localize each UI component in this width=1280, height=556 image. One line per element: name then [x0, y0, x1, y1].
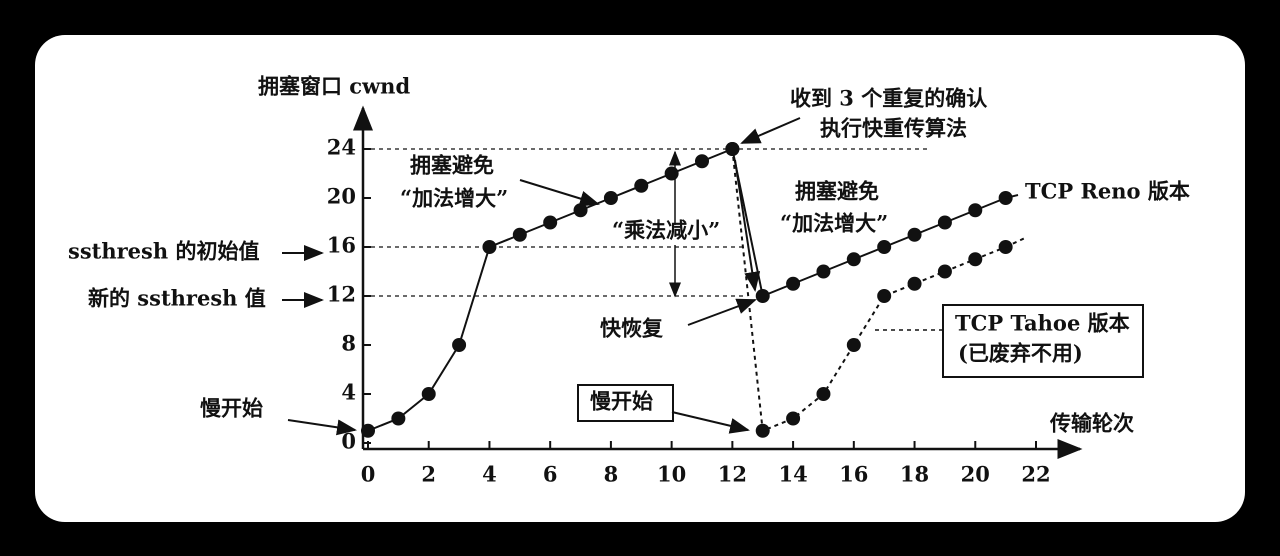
annotation: 收到 3 个重复的确认	[790, 86, 987, 111]
arrow	[287, 419, 357, 436]
data-point	[846, 338, 861, 352]
series-line	[367, 147, 1007, 432]
data-point	[877, 289, 892, 303]
y-tick-label: 16	[327, 233, 356, 258]
x-tick-label: 2	[421, 462, 436, 487]
data-point	[937, 264, 952, 279]
annotation: 执行快重传算法	[820, 116, 967, 141]
y-axis-label: 拥塞窗口 cwnd	[258, 74, 410, 99]
annotation: 新的 ssthresh 值	[88, 286, 266, 311]
data-point	[573, 203, 588, 218]
data-point	[695, 154, 709, 169]
x-axis-label: 传输轮次	[1049, 411, 1134, 436]
x-tick-label: 20	[961, 462, 990, 487]
x-tick-label: 4	[482, 462, 497, 487]
data-point	[816, 387, 831, 401]
data-point	[816, 264, 831, 279]
data-point	[968, 252, 983, 267]
x-tick-label: 18	[900, 462, 929, 487]
y-tick-label: 8	[341, 331, 356, 356]
data-point	[725, 142, 740, 156]
annotation: 慢开始	[590, 389, 653, 414]
data-point	[846, 252, 861, 267]
annotation: 慢开始	[200, 396, 263, 421]
data-point	[452, 338, 467, 352]
arrow	[687, 298, 757, 326]
y-tick-label: 4	[341, 380, 356, 405]
data-point	[968, 203, 983, 218]
annotation: “加法增大”	[400, 186, 508, 211]
label-box	[942, 304, 1144, 378]
y-tick-label: 12	[327, 282, 356, 307]
x-tick-label: 8	[604, 462, 619, 487]
data-point	[391, 411, 406, 426]
series-line	[731, 148, 1007, 433]
data-point	[937, 215, 952, 230]
data-point	[786, 411, 801, 426]
data-point	[543, 215, 558, 230]
annotation: (已废弃不用)	[958, 341, 1083, 366]
series-label: TCP Reno 版本	[1025, 179, 1190, 204]
data-point	[877, 240, 892, 254]
data-point	[421, 387, 436, 401]
label-box	[577, 384, 674, 422]
data-point	[907, 227, 922, 242]
data-point	[361, 423, 375, 438]
annotation: 快恢复	[600, 316, 664, 341]
annotation: “加法增大”	[780, 211, 888, 236]
x-tick-label: 0	[361, 462, 376, 487]
y-tick-label: 24	[327, 135, 356, 160]
y-tick-label: 0	[341, 429, 356, 454]
annotation: 拥塞避免	[410, 153, 494, 178]
arrow	[740, 117, 801, 144]
y-tick-label: 20	[327, 184, 356, 209]
data-point	[634, 178, 649, 193]
data-point	[482, 240, 497, 254]
arrow	[519, 179, 600, 207]
arrow	[671, 411, 750, 434]
data-point	[786, 276, 801, 291]
x-tick-label: 6	[543, 462, 558, 487]
annotation: “乘法减小”	[612, 218, 720, 243]
data-point	[907, 276, 922, 291]
x-tick-label: 12	[718, 462, 747, 487]
data-point	[512, 227, 527, 242]
arrow	[734, 159, 761, 292]
x-tick-label: 16	[839, 462, 868, 487]
series-label: TCP Tahoe 版本	[955, 311, 1130, 336]
x-tick-label: 22	[1021, 462, 1050, 487]
annotation: 拥塞避免	[795, 179, 879, 204]
data-point	[755, 289, 770, 303]
data-point	[664, 166, 679, 181]
connector	[1005, 237, 1026, 248]
connector	[1005, 194, 1019, 199]
data-point	[603, 191, 618, 205]
card	[35, 35, 1245, 522]
annotation: ssthresh 的初始值	[68, 239, 259, 264]
x-tick-label: 10	[657, 462, 686, 487]
x-tick-label: 14	[778, 462, 807, 487]
data-point	[755, 423, 770, 438]
